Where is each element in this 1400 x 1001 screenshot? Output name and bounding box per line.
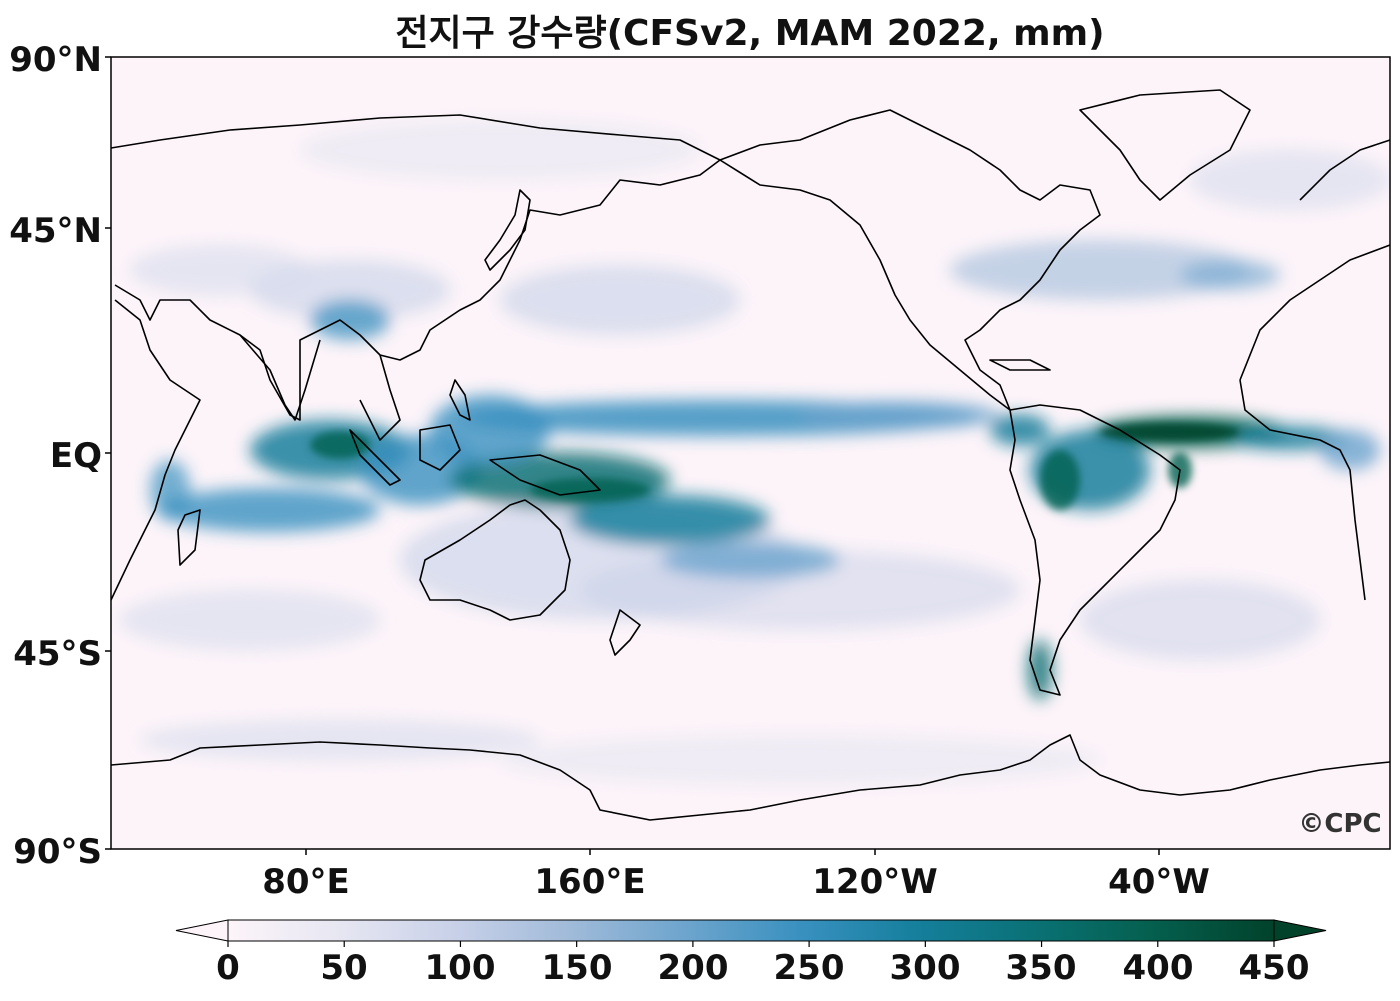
coastline-philippines	[449, 379, 471, 421]
colorbar-label-450: 450	[1238, 948, 1310, 988]
coastline-eurasia	[111, 114, 721, 421]
coastline-japan	[484, 189, 531, 271]
colorbar-label-150: 150	[541, 948, 613, 988]
lon-label-120w: 120°W	[812, 862, 938, 902]
coastline-south-america	[1009, 404, 1181, 696]
cpc-watermark: ©CPC	[1298, 809, 1381, 839]
lat-label-45s: 45°S	[13, 634, 102, 674]
colorbar-label-250: 250	[773, 948, 845, 988]
coastline-borneo	[419, 424, 461, 471]
colorbar-label-50: 50	[320, 948, 368, 988]
colorbar-label-0: 0	[216, 948, 240, 988]
lon-label-40w: 40°W	[1108, 862, 1210, 902]
colorbar-min-extend	[175, 919, 229, 942]
lat-tick-marks	[105, 56, 111, 850]
lat-label-90s: 90°S	[13, 832, 102, 872]
lon-label-160e: 160°E	[534, 862, 646, 902]
coastline-west-africa	[1239, 379, 1366, 601]
coastline-north-america	[719, 109, 1101, 411]
colorbar-label-350: 350	[1005, 948, 1077, 988]
coastline-africa	[111, 299, 201, 601]
colorbar-frame	[227, 919, 1275, 942]
coastline-indochina	[359, 354, 401, 441]
coastline-newguinea	[489, 454, 601, 496]
colorbar-label-100: 100	[424, 948, 496, 988]
lat-label-45n: 45°N	[9, 211, 102, 251]
lat-label-90n: 90°N	[9, 40, 102, 80]
coastline-sumatra	[349, 429, 401, 486]
coastline-india	[239, 334, 321, 421]
map-title: 전지구 강수량(CFSv2, MAM 2022, mm)	[395, 13, 1105, 54]
coastline-newzealand	[609, 609, 641, 656]
lon-label-80e: 80°E	[262, 862, 350, 902]
coastline-greenland	[1079, 89, 1251, 201]
colorbar-label-400: 400	[1122, 948, 1194, 988]
coastline-madagascar	[177, 509, 201, 566]
coastline-cuba	[989, 359, 1051, 371]
coastline-australia	[419, 499, 571, 621]
precipitation-field	[120, 120, 1390, 785]
colorbar	[175, 919, 1327, 947]
coastline-antarctica	[111, 734, 1390, 821]
lon-tick-marks	[305, 849, 1160, 855]
coastlines	[111, 89, 1390, 821]
coastline-europe	[1239, 244, 1390, 381]
coastline-scandinavia	[1299, 139, 1390, 201]
lat-label-eq: EQ	[49, 436, 102, 476]
colorbar-max-extend	[1273, 919, 1327, 942]
colorbar-label-200: 200	[657, 948, 729, 988]
colorbar-label-300: 300	[889, 948, 961, 988]
colorbar-gradient	[228, 920, 1274, 941]
